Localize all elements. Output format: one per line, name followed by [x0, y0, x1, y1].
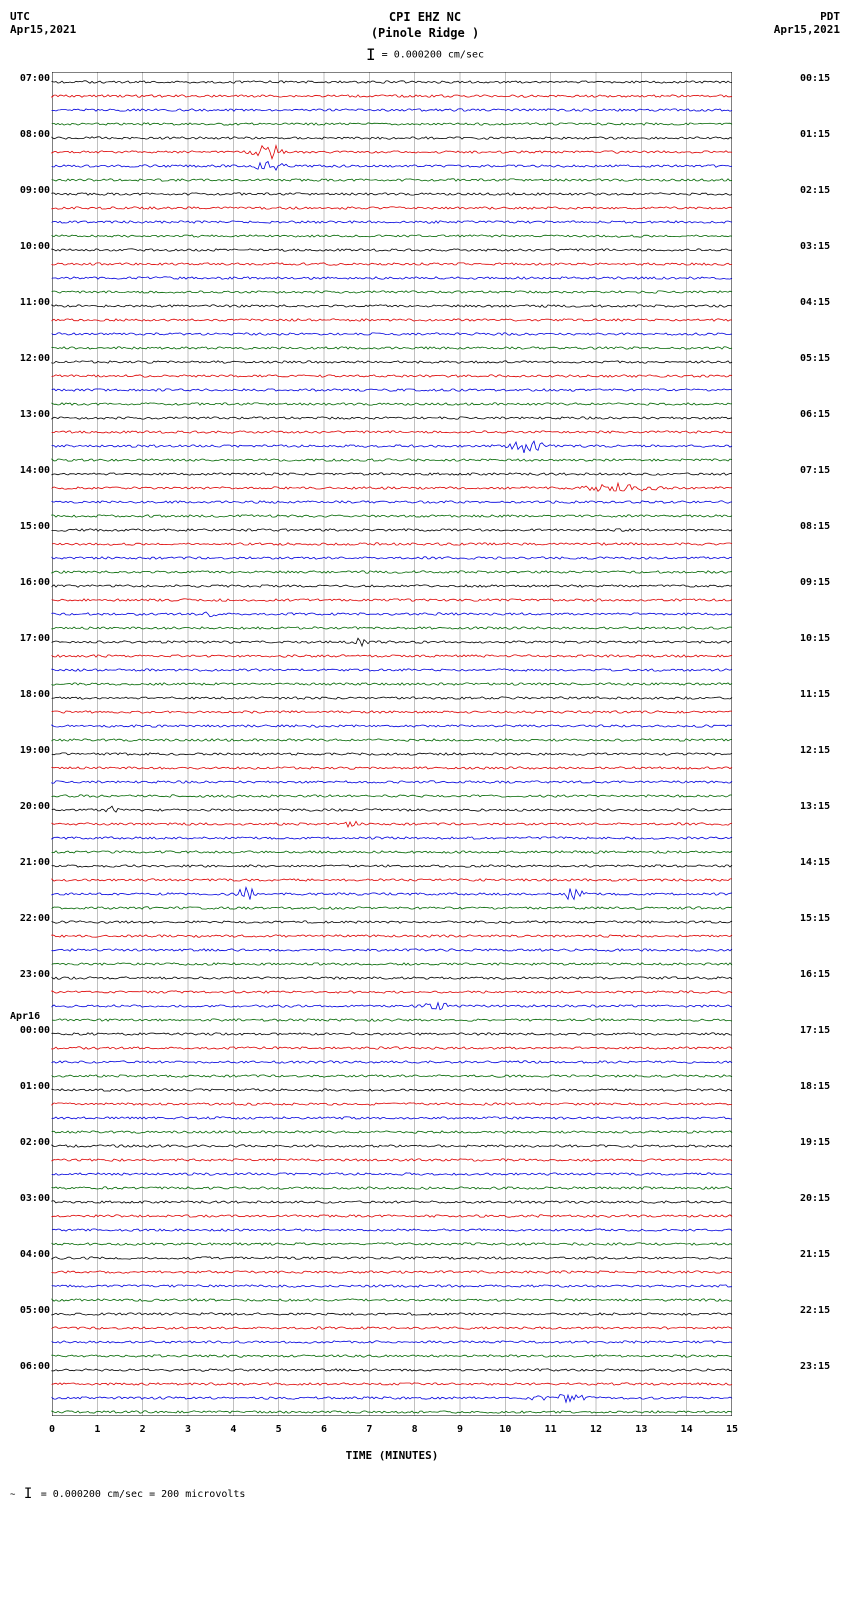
tz-right: PDT — [760, 10, 840, 23]
pdt-time-label: 05:15 — [800, 353, 840, 364]
utc-time-label: 20:00 — [10, 801, 50, 812]
x-tick: 5 — [276, 1424, 282, 1435]
utc-time-label: 19:00 — [10, 745, 50, 756]
utc-time-label: 03:00 — [10, 1193, 50, 1204]
x-tick: 9 — [457, 1424, 463, 1435]
x-tick: 15 — [726, 1424, 738, 1435]
x-tick: 2 — [140, 1424, 146, 1435]
utc-time-label: 11:00 — [10, 297, 50, 308]
utc-time-label: 16:00 — [10, 577, 50, 588]
pdt-time-label: 14:15 — [800, 857, 840, 868]
utc-time-label: 06:00 — [10, 1361, 50, 1372]
scale-text: = 0.000200 cm/sec — [382, 50, 484, 61]
x-tick: 13 — [635, 1424, 647, 1435]
station-location: (Pinole Ridge ) — [90, 26, 760, 42]
utc-time-label: 17:00 — [10, 633, 50, 644]
header-left: UTC Apr15,2021 — [10, 10, 90, 36]
footer-scale: ~ I = 0.000200 cm/sec = 200 microvolts — [10, 1486, 840, 1502]
utc-time-label: 12:00 — [10, 353, 50, 364]
x-axis-label: TIME (MINUTES) — [346, 1449, 439, 1462]
trace-row — [10, 1408, 840, 1422]
pdt-time-label: 23:15 — [800, 1361, 840, 1372]
x-tick: 11 — [545, 1424, 557, 1435]
pdt-time-label: 10:15 — [800, 633, 840, 644]
pdt-time-label: 12:15 — [800, 745, 840, 756]
utc-time-label: 05:00 — [10, 1305, 50, 1316]
pdt-time-label: 09:15 — [800, 577, 840, 588]
x-tick: 7 — [366, 1424, 372, 1435]
utc-time-label: 08:00 — [10, 129, 50, 140]
pdt-time-label: 04:15 — [800, 297, 840, 308]
date-marker: Apr16 — [10, 1011, 40, 1022]
x-axis: 0123456789101112131415 TIME (MINUTES) — [52, 1422, 732, 1462]
pdt-time-label: 22:15 — [800, 1305, 840, 1316]
seismogram-container: UTC Apr15,2021 CPI EHZ NC (Pinole Ridge … — [10, 10, 840, 1502]
x-tick: 14 — [681, 1424, 693, 1435]
pdt-time-label: 20:15 — [800, 1193, 840, 1204]
pdt-time-label: 21:15 — [800, 1249, 840, 1260]
x-tick: 8 — [412, 1424, 418, 1435]
pdt-time-label: 03:15 — [800, 241, 840, 252]
pdt-time-label: 13:15 — [800, 801, 840, 812]
utc-time-label: 09:00 — [10, 185, 50, 196]
pdt-time-label: 19:15 — [800, 1137, 840, 1148]
utc-time-label: 00:00 — [10, 1025, 50, 1036]
header-center: CPI EHZ NC (Pinole Ridge ) I = 0.000200 … — [90, 10, 760, 64]
plot-area: 07:00 00:15 08:00 01:15 09:00 02:15 10:00 03:15… — [10, 72, 840, 1466]
pdt-time-label: 01:15 — [800, 129, 840, 140]
utc-time-label: 10:00 — [10, 241, 50, 252]
pdt-time-label: 18:15 — [800, 1081, 840, 1092]
pdt-time-label: 11:15 — [800, 689, 840, 700]
utc-time-label: 21:00 — [10, 857, 50, 868]
date-right: Apr15,2021 — [760, 23, 840, 36]
x-tick: 6 — [321, 1424, 327, 1435]
utc-time-label: 01:00 — [10, 1081, 50, 1092]
x-tick: 1 — [94, 1424, 100, 1435]
pdt-time-label: 15:15 — [800, 913, 840, 924]
pdt-time-label: 02:15 — [800, 185, 840, 196]
station-code: CPI EHZ NC — [90, 10, 760, 26]
utc-time-label: 18:00 — [10, 689, 50, 700]
x-tick: 4 — [230, 1424, 236, 1435]
utc-time-label: 13:00 — [10, 409, 50, 420]
x-tick: 12 — [590, 1424, 602, 1435]
utc-time-label: 23:00 — [10, 969, 50, 980]
tz-left: UTC — [10, 10, 90, 23]
pdt-time-label: 06:15 — [800, 409, 840, 420]
pdt-time-label: 08:15 — [800, 521, 840, 532]
utc-time-label: 04:00 — [10, 1249, 50, 1260]
utc-time-label: 14:00 — [10, 465, 50, 476]
x-tick: 10 — [499, 1424, 511, 1435]
utc-time-label: 15:00 — [10, 521, 50, 532]
pdt-time-label: 17:15 — [800, 1025, 840, 1036]
date-left: Apr15,2021 — [10, 23, 90, 36]
utc-time-label: 22:00 — [10, 913, 50, 924]
utc-time-label: 02:00 — [10, 1137, 50, 1148]
seismic-trace — [52, 1402, 732, 1422]
scale-indicator: I = 0.000200 cm/sec — [90, 45, 760, 64]
pdt-time-label: 16:15 — [800, 969, 840, 980]
header-right: PDT Apr15,2021 — [760, 10, 840, 36]
pdt-time-label: 07:15 — [800, 465, 840, 476]
pdt-time-label: 00:15 — [800, 73, 840, 84]
header-row: UTC Apr15,2021 CPI EHZ NC (Pinole Ridge … — [10, 10, 840, 64]
x-tick: 0 — [49, 1424, 55, 1435]
x-tick: 3 — [185, 1424, 191, 1435]
footer-text: = 0.000200 cm/sec = 200 microvolts — [41, 1489, 246, 1500]
utc-time-label: 07:00 — [10, 73, 50, 84]
